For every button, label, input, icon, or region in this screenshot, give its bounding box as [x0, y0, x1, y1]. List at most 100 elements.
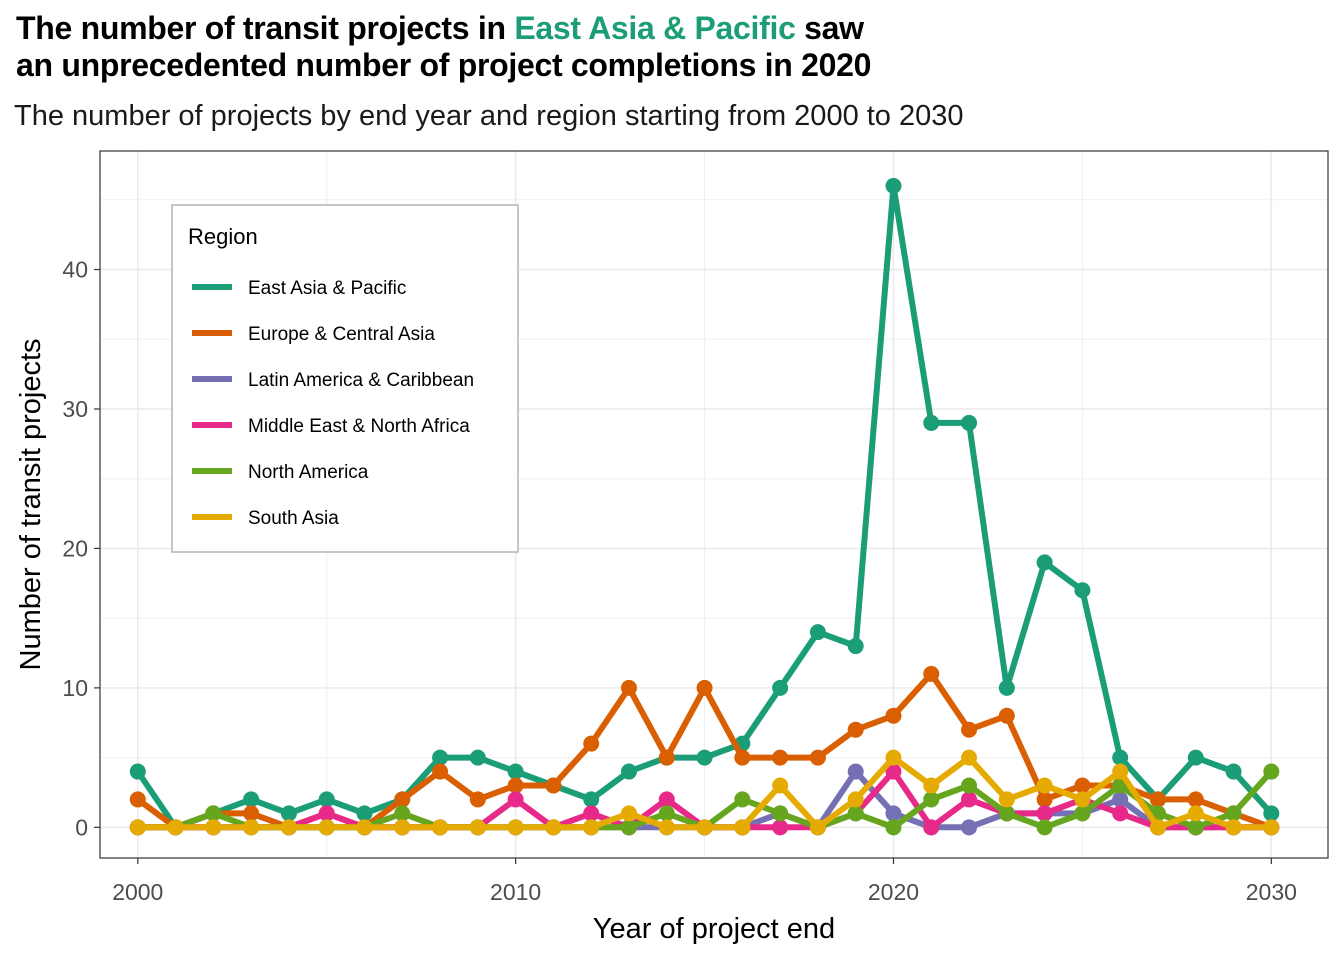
x-axis-title: Year of project end [593, 913, 835, 945]
data-point-east-asia-pacific [280, 805, 297, 822]
data-point-north-america [772, 805, 789, 822]
data-point-north-america [885, 819, 902, 836]
data-point-east-asia-pacific [1074, 582, 1091, 599]
data-point-east-asia-pacific [998, 679, 1015, 696]
data-point-east-asia-pacific [243, 791, 260, 808]
data-point-east-asia-pacific [583, 791, 600, 808]
legend-label-north-america: North America [248, 462, 369, 483]
data-point-europe-central-asia [961, 721, 978, 738]
data-point-north-america [998, 805, 1015, 822]
data-point-east-asia-pacific [961, 414, 978, 431]
data-point-east-asia-pacific [923, 414, 940, 431]
data-point-europe-central-asia [809, 749, 826, 766]
data-point-latin-america-caribbean [885, 805, 902, 822]
data-point-europe-central-asia [1074, 777, 1091, 794]
data-point-south-asia [1187, 805, 1204, 822]
data-point-europe-central-asia [469, 791, 486, 808]
data-point-europe-central-asia [507, 777, 524, 794]
data-point-europe-central-asia [1187, 791, 1204, 808]
data-point-north-america [1263, 763, 1280, 780]
chart-title-accent: East Asia & Pacific [514, 10, 796, 46]
data-point-north-america [923, 791, 940, 808]
data-point-south-asia [998, 791, 1015, 808]
y-axis-title: Number of transit projects [15, 338, 47, 670]
legend-label-middle-east-north-africa: Middle East & North Africa [248, 416, 470, 437]
data-point-middle-east-north-africa [923, 819, 940, 836]
data-point-north-america [620, 819, 637, 836]
data-point-europe-central-asia [583, 735, 600, 752]
x-tick-label: 2020 [868, 879, 919, 905]
data-point-east-asia-pacific [318, 791, 335, 808]
data-point-europe-central-asia [545, 777, 562, 794]
data-point-middle-east-north-africa [583, 805, 600, 822]
chart-title-post: saw [795, 10, 864, 46]
data-point-south-asia [432, 819, 449, 836]
data-point-south-asia [772, 777, 789, 794]
data-point-latin-america-caribbean [1112, 791, 1129, 808]
data-point-east-asia-pacific [469, 749, 486, 766]
data-point-north-america [1074, 805, 1091, 822]
data-point-south-asia [167, 819, 184, 836]
legend-label-east-asia-pacific: East Asia & Pacific [248, 278, 406, 299]
legend-label-south-asia: South Asia [248, 508, 339, 529]
data-point-europe-central-asia [734, 749, 751, 766]
data-point-south-asia [847, 791, 864, 808]
data-point-south-asia [734, 819, 751, 836]
data-point-south-asia [658, 819, 675, 836]
data-point-latin-america-caribbean [961, 819, 978, 836]
data-point-north-america [847, 805, 864, 822]
data-point-middle-east-north-africa [885, 763, 902, 780]
series-south-asia [129, 749, 1280, 836]
chart-title: The number of transit projects in East A… [16, 10, 871, 84]
data-point-middle-east-north-africa [1036, 805, 1053, 822]
data-point-middle-east-north-africa [507, 791, 524, 808]
x-tick-label: 2030 [1246, 879, 1297, 905]
y-tick-label: 10 [62, 675, 88, 701]
data-point-middle-east-north-africa [318, 805, 335, 822]
data-point-east-asia-pacific [885, 177, 902, 194]
data-point-east-asia-pacific [1225, 763, 1242, 780]
data-point-south-asia [1263, 819, 1280, 836]
data-point-europe-central-asia [923, 665, 940, 682]
plot-panel-border [99, 150, 1329, 859]
data-point-europe-central-asia [658, 749, 675, 766]
data-point-east-asia-pacific [129, 763, 146, 780]
data-point-south-asia [356, 819, 373, 836]
data-point-south-asia [696, 819, 713, 836]
data-point-south-asia [1225, 819, 1242, 836]
data-point-europe-central-asia [432, 763, 449, 780]
data-point-south-asia [885, 749, 902, 766]
data-point-europe-central-asia [998, 707, 1015, 724]
data-point-south-asia [394, 819, 411, 836]
legend-label-europe-central-asia: Europe & Central Asia [248, 324, 435, 345]
data-point-middle-east-north-africa [772, 819, 789, 836]
data-point-east-asia-pacific [356, 805, 373, 822]
data-point-east-asia-pacific [620, 763, 637, 780]
data-point-south-asia [583, 819, 600, 836]
data-point-south-asia [620, 805, 637, 822]
data-point-east-asia-pacific [847, 638, 864, 655]
data-point-east-asia-pacific [1036, 554, 1053, 571]
y-tick-label: 0 [75, 814, 88, 840]
data-point-latin-america-caribbean [847, 763, 864, 780]
chart-title-line-2: an unprecedented number of project compl… [16, 47, 872, 83]
data-point-north-america [658, 805, 675, 822]
data-point-south-asia [129, 819, 146, 836]
data-point-europe-central-asia [772, 749, 789, 766]
data-point-north-america [394, 805, 411, 822]
x-tick-label: 2010 [490, 879, 541, 905]
data-point-europe-central-asia [1036, 791, 1053, 808]
data-point-south-asia [1149, 819, 1166, 836]
data-point-south-asia [243, 819, 260, 836]
data-point-north-america [734, 791, 751, 808]
chart-title-pre: The number of transit projects in [16, 10, 515, 46]
data-point-south-asia [1074, 791, 1091, 808]
series-layer [129, 177, 1280, 836]
data-point-north-america [1036, 819, 1053, 836]
data-point-europe-central-asia [243, 805, 260, 822]
data-point-south-asia [280, 819, 297, 836]
data-point-europe-central-asia [696, 679, 713, 696]
y-tick-label: 20 [62, 535, 88, 561]
